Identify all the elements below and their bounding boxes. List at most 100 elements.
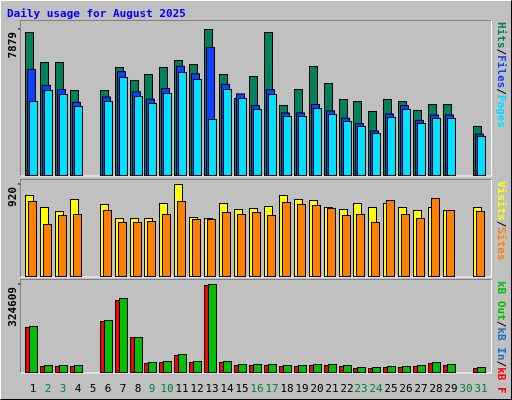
x-tick-label: 25 — [384, 382, 397, 395]
bar — [342, 215, 351, 277]
bar — [43, 224, 52, 277]
bar — [192, 219, 201, 277]
bar — [59, 94, 68, 176]
bar — [148, 102, 157, 176]
x-tick-label: 2 — [45, 382, 52, 395]
bar — [283, 115, 292, 176]
bar — [58, 215, 67, 277]
bar — [252, 212, 261, 277]
bar — [147, 221, 156, 277]
bar — [193, 360, 202, 373]
x-tick-label: 27 — [414, 382, 427, 395]
bar — [297, 204, 306, 277]
x-tick-label: 22 — [340, 382, 353, 395]
x-tick-label: 3 — [60, 382, 67, 395]
bar — [28, 201, 37, 277]
chart-title: Daily usage for August 2025 — [7, 7, 186, 20]
y-tick-label: 7879 — [6, 32, 19, 59]
x-tick-label: 13 — [205, 382, 218, 395]
bar — [103, 210, 112, 277]
legend-separator: / — [495, 361, 508, 368]
x-tick-label: 7 — [120, 382, 127, 395]
bar — [104, 100, 113, 176]
bar — [283, 364, 292, 374]
bar — [387, 365, 396, 373]
bar — [477, 135, 486, 176]
bar — [178, 353, 187, 373]
bar — [417, 123, 426, 176]
y-tick-label: 324609 — [6, 287, 19, 327]
x-tick-label: 23 — [354, 382, 367, 395]
bar — [44, 364, 53, 374]
bar — [446, 210, 455, 277]
legend: Visits/Sites — [495, 181, 508, 261]
bar — [178, 71, 187, 176]
x-tick-label: 11 — [175, 382, 188, 395]
bar — [253, 363, 262, 373]
bar — [29, 325, 38, 373]
bar — [386, 200, 395, 277]
legend-entry: Pages — [495, 95, 508, 128]
x-tick-label: 19 — [295, 382, 308, 395]
x-tick-label: 8 — [135, 382, 142, 395]
legend-entry: kB Out — [495, 281, 508, 321]
bar — [268, 363, 277, 373]
bar — [328, 363, 337, 373]
x-tick-label: 31 — [474, 382, 487, 395]
bar — [447, 363, 456, 373]
bar — [372, 366, 381, 373]
legend-entry: Visits — [495, 181, 508, 221]
bar — [119, 297, 128, 373]
bar — [59, 364, 68, 374]
bar — [134, 336, 143, 374]
bar — [44, 90, 53, 176]
bar — [177, 201, 186, 277]
bar — [223, 89, 232, 176]
bar — [356, 214, 365, 277]
bar — [133, 222, 142, 277]
x-tick-label: 29 — [444, 382, 457, 395]
bar — [343, 364, 352, 374]
x-tick-label: 15 — [235, 382, 248, 395]
bar — [402, 365, 411, 373]
bar — [268, 94, 277, 176]
bar — [313, 363, 322, 373]
legend-entry: kB In — [495, 327, 508, 360]
bar — [298, 115, 307, 176]
bar — [313, 107, 322, 176]
bar — [207, 219, 216, 277]
bar — [193, 78, 202, 176]
bar — [417, 364, 426, 374]
bar — [416, 218, 425, 277]
bar — [267, 215, 276, 277]
x-tick-label: 17 — [265, 382, 278, 395]
bar — [163, 93, 172, 176]
bar — [237, 214, 246, 277]
x-tick-label: 10 — [160, 382, 173, 395]
x-tick-label: 1 — [30, 382, 37, 395]
bar — [148, 361, 157, 374]
x-tick-label: 6 — [105, 382, 112, 395]
bar — [29, 100, 38, 176]
bar — [328, 113, 337, 177]
bar — [357, 125, 366, 176]
bar — [208, 119, 217, 177]
bar — [372, 132, 381, 177]
x-tick-label: 9 — [149, 382, 156, 395]
x-tick-label: 14 — [220, 382, 234, 395]
y-tick-label: 920 — [6, 187, 19, 207]
bar — [223, 360, 232, 373]
bar — [238, 363, 247, 373]
x-tick-label: 12 — [190, 382, 203, 395]
bar — [357, 366, 366, 373]
legend-entry: Files — [495, 55, 508, 88]
x-tick-label: 20 — [310, 382, 323, 395]
bar — [343, 121, 352, 176]
bar — [476, 211, 485, 277]
legend-separator: / — [495, 49, 508, 56]
bar — [298, 364, 307, 374]
bar — [118, 222, 127, 277]
bar — [73, 214, 82, 277]
bar — [222, 212, 231, 277]
